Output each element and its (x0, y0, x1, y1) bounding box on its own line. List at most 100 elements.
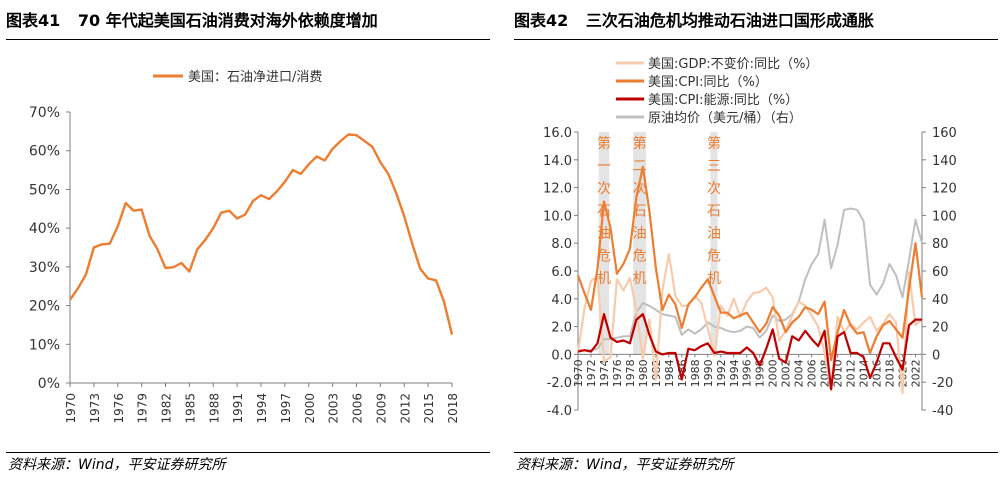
left-x-tick-label: 1985 (183, 393, 197, 424)
right-right-y-tick-label: 140 (932, 154, 957, 169)
crisis-band-label-char: 一 (597, 159, 611, 175)
left-figure-label: 图表41 (6, 11, 61, 30)
left-x-tick-label: 2006 (351, 393, 365, 424)
right-chart-title-row: 图表42 三次石油危机均推动石油进口国形成通胀 (514, 6, 998, 36)
right-legend-label: 美国:GDP:不变价:同比（%） (648, 56, 818, 72)
left-line-chart: 0% 10% 20% 30% 40% 50% 60% 70% 1970 1973 1976 1979 1… (29, 70, 460, 424)
crisis-band-label-char: 次 (707, 181, 721, 197)
right-x-tick-label: 2012 (845, 359, 858, 387)
right-left-y-tick-label: -4.0 (547, 404, 572, 419)
left-y-tick-label: 0% (38, 376, 60, 392)
crisis-band-label-char: 次 (633, 181, 647, 197)
right-chart-title: 三次石油危机均推动石油进口国形成通胀 (585, 11, 874, 30)
right-left-y-tick-label: 12.0 (543, 182, 572, 197)
right-series-line-3 (578, 207, 923, 352)
crisis-band-label-char: 机 (707, 271, 721, 287)
left-series-line (69, 133, 454, 335)
right-legend-label: 原油均价（美元/桶）（右） (648, 111, 802, 126)
left-x-tick-label: 1970 (64, 393, 78, 424)
crisis-band (633, 132, 647, 355)
crisis-band-label-char: 第 (597, 135, 611, 152)
right-right-y-tick-label: 20 (932, 321, 949, 336)
right-x-tick-label: 1996 (741, 359, 754, 387)
left-legend: 美国：石油净进口/消费 (153, 70, 322, 85)
right-source-rule (514, 452, 998, 453)
left-legend-label: 美国：石油净进口/消费 (188, 70, 322, 85)
right-left-y-tick-label: 14.0 (543, 154, 572, 169)
right-figure-label: 图表42 (514, 11, 569, 30)
right-left-y-tick-label: 4.0 (551, 293, 572, 308)
crisis-band-label-char: 油 (597, 226, 611, 242)
right-left-y-tick-label: 0.0 (551, 348, 572, 363)
right-left-y-tick-label: 2.0 (551, 321, 572, 336)
right-x-tick-label: 1980 (637, 359, 650, 387)
left-y-tick-label: 10% (29, 337, 60, 353)
left-y-tick-label: 40% (29, 221, 60, 237)
right-right-y-tick-label: 120 (932, 182, 957, 197)
right-x-tick-label: 1998 (754, 359, 767, 387)
left-y-tick-label: 60% (29, 144, 60, 160)
right-series-line-0 (576, 253, 923, 395)
left-x-tick-label: 1991 (231, 393, 245, 424)
right-left-y-tick-label: 6.0 (551, 265, 572, 280)
left-y-tick-label: 50% (29, 182, 60, 198)
left-x-tick-label: 1976 (112, 393, 126, 424)
right-right-y-tick-label: 40 (932, 293, 949, 308)
left-x-tick-label: 1982 (160, 393, 174, 424)
right-x-tick-label: 1992 (715, 359, 728, 387)
left-title-rule (6, 39, 490, 40)
left-x-tick-label: 2009 (374, 393, 388, 424)
right-right-y-tick-label: 160 (932, 126, 957, 141)
crisis-band-label-char: 第 (707, 135, 721, 152)
right-x-tick-label: 1976 (611, 359, 624, 387)
left-chart-title-row: 图表41 70 年代起美国石油消费对海外依赖度增加 (6, 6, 490, 36)
right-x-tick-label: 1994 (728, 359, 741, 387)
left-x-tick-label: 2000 (303, 393, 317, 424)
right-x-tick-label: 2000 (767, 359, 780, 387)
crisis-band-label-char: 油 (633, 226, 647, 242)
left-x-tick-label: 2018 (446, 393, 460, 424)
crisis-band-label-char: 第 (633, 135, 647, 152)
right-x-tick-label: 1970 (572, 359, 585, 387)
crisis-band-label-char: 危 (633, 249, 647, 265)
right-left-y-tick-label: 16.0 (543, 126, 572, 141)
left-x-tick-label: 1979 (136, 393, 150, 424)
right-right-y-tick-label: 0 (932, 348, 940, 363)
crisis-band-label-char: 次 (597, 181, 611, 197)
left-x-tick-label: 2003 (327, 393, 341, 424)
right-right-y-tick-label: -40 (932, 404, 953, 419)
left-y-tick-label: 20% (29, 299, 60, 315)
right-x-tick-label: 1974 (598, 359, 611, 387)
right-legend: 美国:GDP:不变价:同比（%） 美国:CPI:同比（%） 美国:CPI:能源:同比… (616, 56, 818, 126)
crisis-band-label-char: 危 (707, 249, 721, 265)
crisis-band-label-char: 油 (707, 226, 721, 242)
right-series-line-1 (576, 165, 924, 362)
left-source-note: 资料来源：Wind，平安证券研究所 (8, 457, 226, 473)
right-left-y-tick-label: -2.0 (547, 376, 572, 391)
left-x-tick-label: 1988 (207, 393, 221, 424)
left-x-tick-label: 2012 (398, 393, 412, 424)
right-x-tick-label: 2002 (780, 359, 793, 387)
right-x-tick-label: 2006 (806, 359, 819, 387)
left-y-tick-label: 30% (29, 260, 60, 276)
crisis-band-label-char: 危 (597, 249, 611, 265)
right-x-tick-label: 2004 (793, 359, 806, 387)
left-x-tick-label: 1973 (88, 393, 102, 424)
right-right-y-tick-label: 80 (932, 237, 949, 252)
left-y-tick-label: 70% (29, 105, 60, 121)
right-title-rule (514, 39, 998, 40)
right-legend-label: 美国:CPI:能源:同比（%） (648, 93, 798, 108)
crisis-band-label-char: 三 (707, 159, 721, 175)
right-source-note: 资料来源：Wind，平安证券研究所 (516, 457, 734, 473)
right-x-tick-label: 2016 (871, 359, 884, 387)
crisis-band (598, 132, 610, 355)
left-source-rule (6, 452, 490, 453)
right-x-tick-label: 1988 (689, 359, 702, 387)
crisis-band-label-char: 机 (633, 271, 647, 287)
right-x-tick-label: 1984 (663, 359, 676, 387)
right-x-tick-label: 1990 (702, 359, 715, 387)
right-chart-panel: 图表42 三次石油危机均推动石油进口国形成通胀 第一次石油危机第二次石油危机第三… (508, 0, 998, 495)
right-legend-label: 美国:CPI:同比（%） (648, 75, 768, 90)
right-left-y-tick-label: 10.0 (543, 209, 572, 224)
left-x-tick-label: 2015 (422, 393, 436, 424)
